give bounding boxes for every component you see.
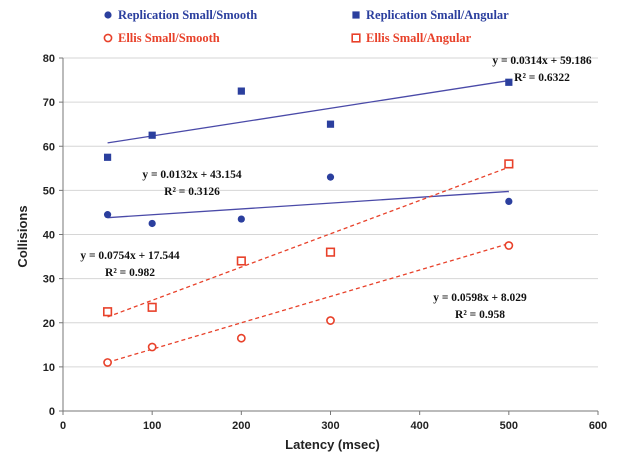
trendline-series-1 bbox=[107, 79, 509, 144]
data-point-series-3-3 bbox=[325, 247, 336, 257]
data-point-series-2-1 bbox=[147, 342, 157, 352]
legend-label-1: Replication Small/Angular bbox=[366, 8, 509, 22]
data-point-series-0-2 bbox=[237, 215, 245, 223]
y-tick-label-50: 50 bbox=[43, 185, 55, 197]
data-point-series-0-1 bbox=[148, 219, 156, 228]
eq-angular-ellis-equation: y = 0.0754x + 17.544 bbox=[80, 250, 180, 262]
x-tick-label-100: 100 bbox=[143, 420, 161, 432]
eq-smooth-ellis-r-squared: R² = 0.958 bbox=[455, 309, 505, 321]
y-tick-label-60: 60 bbox=[43, 141, 55, 153]
data-point-series-3-2 bbox=[236, 256, 246, 266]
legend-label-2: Ellis Small/Smooth bbox=[118, 31, 220, 45]
data-point-series-3-1 bbox=[147, 302, 157, 312]
x-tick-label-500: 500 bbox=[500, 420, 518, 432]
y-tick-label-80: 80 bbox=[43, 53, 55, 65]
x-tick-label-600: 600 bbox=[589, 420, 607, 432]
legend-label-3: Ellis Small/Angular bbox=[366, 31, 472, 45]
data-point-series-2-2 bbox=[236, 333, 246, 343]
y-tick-label-70: 70 bbox=[43, 97, 55, 109]
data-point-series-1-2 bbox=[237, 87, 245, 95]
data-point-series-0-0 bbox=[103, 211, 112, 219]
eq-smooth-ellis-equation: y = 0.0598x + 8.029 bbox=[433, 292, 527, 304]
y-axis-title: Collisions bbox=[15, 205, 30, 267]
legend-marker-1 bbox=[352, 11, 360, 19]
data-point-series-0-3 bbox=[326, 173, 335, 181]
legend-marker-2 bbox=[103, 33, 113, 43]
data-point-series-3-0 bbox=[102, 307, 113, 317]
data-point-series-0-4 bbox=[505, 197, 513, 206]
eq-angular-rep-r-squared: R² = 0.6322 bbox=[514, 72, 570, 84]
legend-marker-3 bbox=[351, 33, 361, 43]
data-point-series-2-0 bbox=[103, 358, 112, 367]
legend-label-0: Replication Small/Smooth bbox=[118, 8, 257, 22]
eq-angular-ellis-r-squared: R² = 0.982 bbox=[105, 267, 155, 279]
data-point-series-1-4 bbox=[505, 78, 513, 86]
x-axis-title: Latency (msec) bbox=[285, 437, 380, 452]
x-tick-label-400: 400 bbox=[410, 420, 428, 432]
trendline-series-3 bbox=[107, 166, 510, 318]
data-point-series-2-3 bbox=[326, 316, 335, 325]
data-point-series-1-3 bbox=[326, 120, 335, 128]
data-point-series-1-0 bbox=[103, 153, 112, 161]
y-tick-label-40: 40 bbox=[43, 230, 55, 242]
x-tick-label-300: 300 bbox=[321, 420, 339, 432]
y-tick-label-20: 20 bbox=[43, 318, 55, 330]
trendline-series-0 bbox=[107, 190, 509, 219]
data-point-series-2-4 bbox=[504, 241, 514, 250]
eq-smooth-rep-r-squared: R² = 0.3126 bbox=[164, 186, 220, 198]
x-tick-label-200: 200 bbox=[232, 420, 250, 432]
eq-angular-rep-equation: y = 0.0314x + 59.186 bbox=[492, 55, 592, 67]
y-tick-label-0: 0 bbox=[49, 406, 55, 418]
x-tick-label-0: 0 bbox=[60, 420, 66, 432]
legend-marker-0 bbox=[104, 11, 112, 19]
data-point-series-1-1 bbox=[148, 131, 156, 139]
y-tick-label-10: 10 bbox=[43, 362, 55, 374]
y-tick-label-30: 30 bbox=[43, 274, 55, 286]
data-point-series-3-4 bbox=[504, 159, 514, 169]
eq-smooth-rep-equation: y = 0.0132x + 43.154 bbox=[142, 169, 242, 181]
